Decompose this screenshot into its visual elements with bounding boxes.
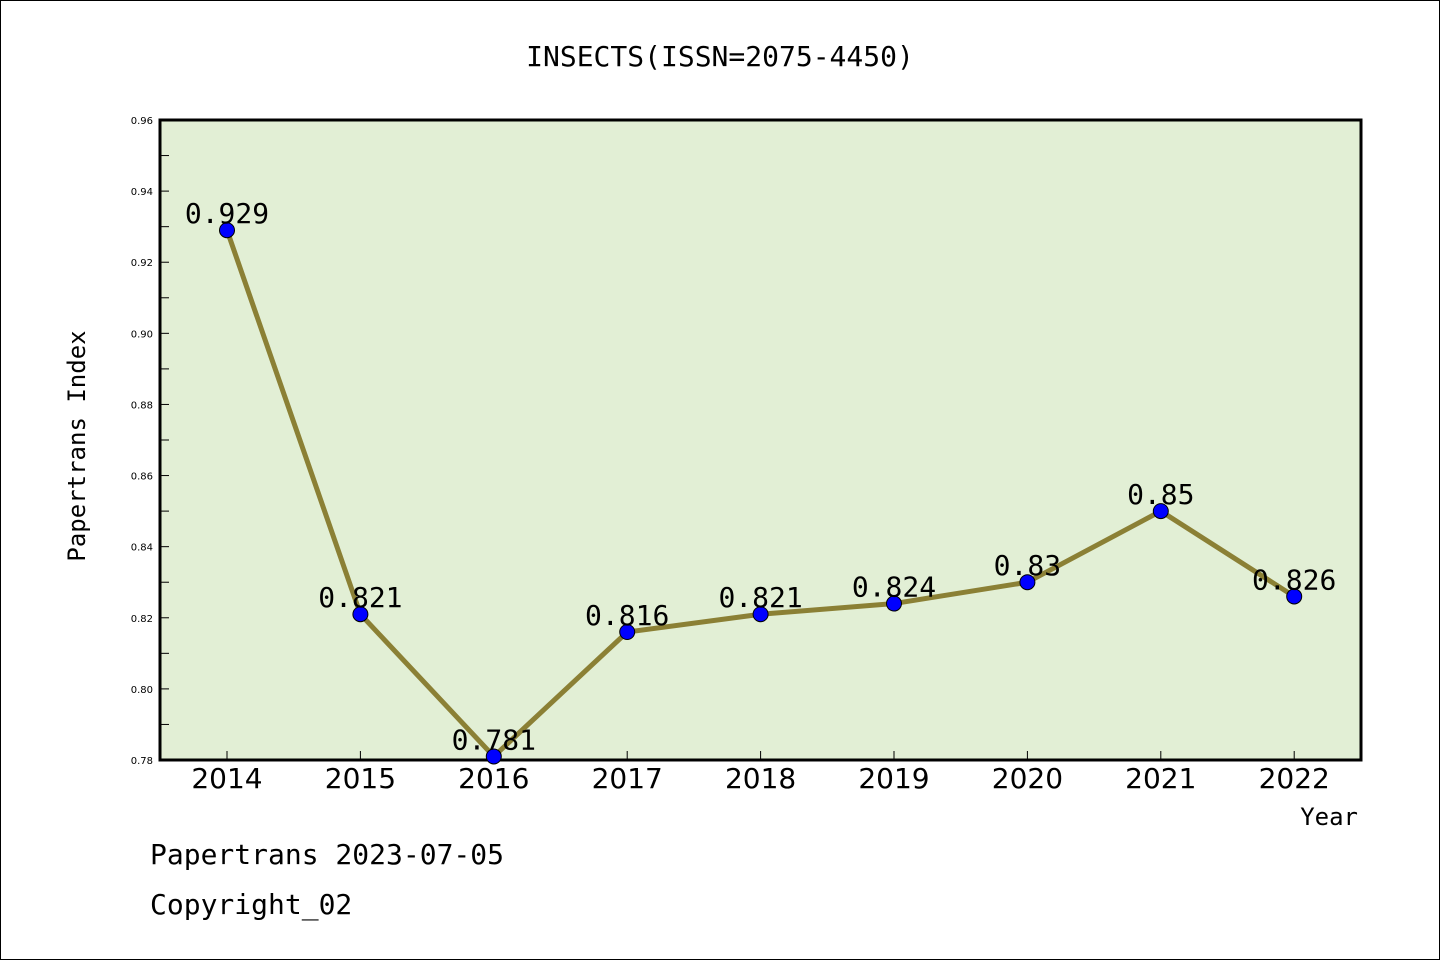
y-tick-label: 0.96 [131, 116, 153, 127]
chart-title: INSECTS(ISSN=2075-4450) [526, 40, 914, 73]
x-tick-label: 2017 [592, 762, 663, 795]
data-label: 0.821 [718, 581, 802, 614]
data-point [485, 748, 502, 765]
x-tick-label: 2014 [191, 762, 262, 795]
footer-date: Papertrans 2023-07-05 [150, 838, 504, 871]
x-tick-label: 2018 [725, 762, 796, 795]
data-point [886, 595, 902, 612]
y-tick-label: 0.88 [131, 400, 153, 411]
data-label: 0.929 [185, 197, 269, 230]
y-tick-label: 0.86 [131, 472, 153, 483]
footer-copyright: Copyright_02 [150, 888, 352, 922]
y-axis: 0.78 0.80 0.82 0.84 0.86 0.88 0.90 0.92 0.94 0.96 [131, 116, 169, 767]
y-tick-label: 0.78 [131, 756, 153, 767]
data-label: 0.85 [1127, 478, 1194, 511]
data-label: 0.83 [994, 549, 1061, 582]
x-axis-label: Year [1300, 803, 1358, 831]
y-tick-label: 0.90 [131, 329, 153, 340]
y-tick-label: 0.80 [131, 685, 153, 696]
y-tick-label: 0.82 [131, 614, 153, 625]
data-label: 0.824 [852, 571, 936, 604]
y-tick-label: 0.84 [131, 543, 153, 554]
data-label: 0.816 [585, 599, 669, 632]
data-labels: 0.929 0.821 0.781 0.816 0.821 0.824 0.83 0.85 0.… [185, 197, 1336, 756]
data-label: 0.821 [318, 581, 402, 614]
data-point [1286, 588, 1303, 605]
y-axis-label: Papertrans Index [63, 330, 91, 561]
data-point [1019, 574, 1036, 591]
x-tick-label: 2015 [325, 762, 396, 795]
data-point [352, 606, 369, 623]
data-label: 0.781 [452, 723, 536, 756]
x-tick-label: 2021 [1125, 762, 1196, 795]
y-tick-label: 0.94 [131, 187, 153, 198]
plot-area [158, 118, 1363, 762]
x-tick-label: 2016 [458, 762, 529, 795]
x-axis: 2014 2015 2016 2017 2018 2019 2020 2021 2022 [191, 751, 1330, 795]
data-point [1152, 503, 1169, 520]
x-tick-label: 2022 [1259, 762, 1330, 795]
series [219, 222, 1303, 765]
data-point [619, 624, 636, 640]
x-tick-label: 2020 [992, 762, 1063, 795]
data-point [219, 222, 235, 239]
x-tick-label: 2019 [858, 762, 929, 795]
y-tick-label: 0.92 [131, 258, 153, 269]
data-point [752, 606, 769, 623]
data-label: 0.826 [1252, 563, 1336, 596]
